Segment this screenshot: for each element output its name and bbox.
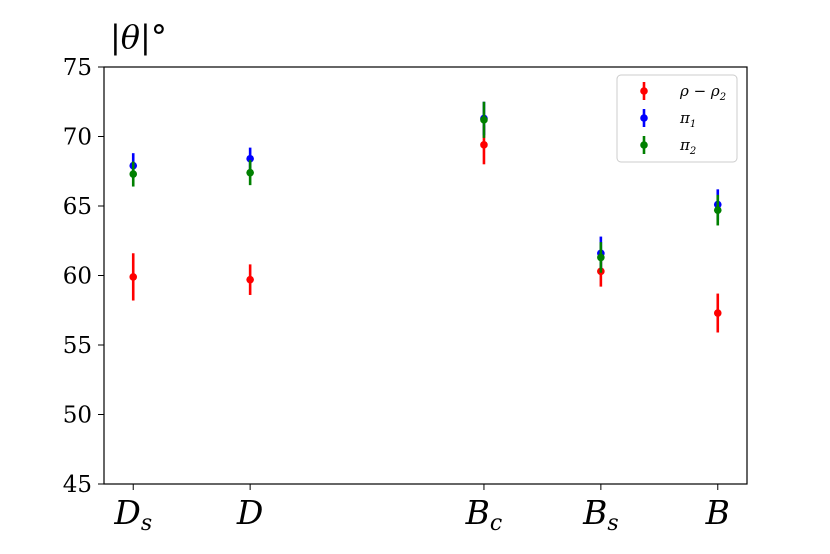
plot-area: 45 50 55 60 65 70 75 Ds D Bc Bs Bρ − ρ2 π1 π2 (63, 55, 748, 536)
y-tick-label: 55 (63, 333, 92, 359)
y-tick-label: 70 (63, 125, 92, 151)
data-point (246, 168, 254, 177)
y-tick-label: 60 (63, 264, 92, 290)
data-point (480, 141, 488, 149)
legend-box (616, 74, 738, 163)
data-point (246, 154, 254, 163)
data-point (713, 309, 722, 317)
data-point (246, 275, 254, 284)
y-tick-label: 50 (63, 403, 92, 429)
x-tick-label: Ds (113, 493, 152, 536)
data-point (480, 116, 488, 124)
x-tick-label: D (236, 493, 263, 532)
y-tick-label: 65 (63, 194, 92, 220)
legend-label: π1 (679, 109, 696, 130)
y-tick-label: 75 (63, 55, 92, 81)
legend: ρ − ρ2 π1 π2 (616, 74, 738, 163)
x-tick-label: Bs (582, 493, 619, 536)
data-point (129, 273, 138, 281)
legend-label: π2 (679, 136, 696, 157)
data-point (597, 253, 605, 262)
chart-title: |θ|° (110, 18, 167, 56)
data-point (713, 206, 722, 214)
legend-marker-dot (640, 87, 648, 95)
legend-marker-dot (640, 114, 648, 122)
x-tick-label: B (705, 493, 730, 532)
data-point (129, 170, 138, 178)
series-group (129, 101, 722, 273)
legend-marker-dot (640, 141, 648, 149)
legend-label: ρ − ρ2 (679, 82, 726, 103)
y-tick-label: 45 (63, 472, 92, 498)
x-tick-label: Bc (465, 493, 503, 536)
